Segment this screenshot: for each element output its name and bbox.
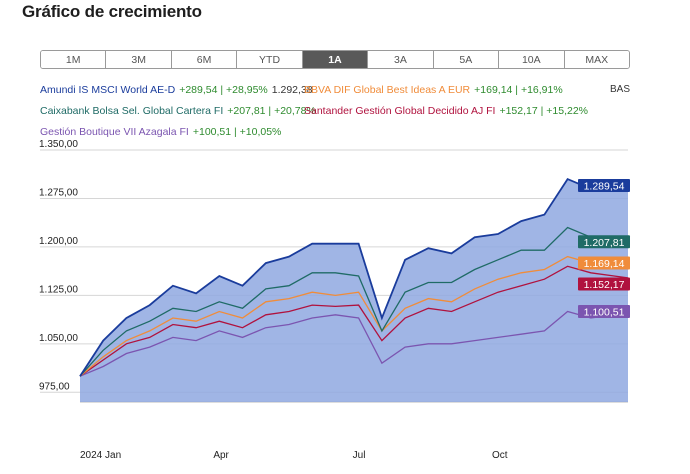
legend-item-santander[interactable]: Santander Gestión Global Decidido AJ FI +… bbox=[304, 105, 588, 117]
end-label-bg-bbva bbox=[578, 256, 630, 270]
legend-name: Santander Gestión Global Decidido AJ FI bbox=[304, 105, 496, 117]
y-tick-label: 1.125,00 bbox=[39, 284, 78, 295]
series-line-bbva bbox=[79, 255, 629, 377]
period-button-1m[interactable]: 1M bbox=[41, 51, 107, 68]
legend-item-amundi[interactable]: Amundi IS MSCI World AE-D +289,54 | +28,9… bbox=[40, 84, 313, 96]
legend-item-bbva[interactable]: BBVA DIF Global Best Ideas A EUR +169,14 … bbox=[304, 84, 563, 96]
legend-item-caixabank[interactable]: Caixabank Bolsa Sel. Global Cartera FI +2… bbox=[40, 105, 316, 117]
legend-stats: +169,14 | +16,91% bbox=[474, 84, 563, 96]
period-button-3m[interactable]: 3M bbox=[106, 51, 172, 68]
end-label-bg-amundi bbox=[578, 179, 630, 193]
legend-stats: +207,81 | +20,78% bbox=[227, 105, 316, 117]
period-selector: 1M 3M 6M YTD 1A 3A 5A 10A MAX bbox=[40, 50, 630, 69]
legend-name: BBVA DIF Global Best Ideas A EUR bbox=[304, 84, 471, 96]
period-button-5a[interactable]: 5A bbox=[433, 51, 500, 68]
x-tick-label: Jul bbox=[353, 450, 366, 461]
area-amundi bbox=[80, 179, 628, 402]
series-line-caixabank bbox=[79, 226, 629, 377]
y-tick-label: 1.200,00 bbox=[39, 236, 78, 247]
y-tick-label: 1.350,00 bbox=[39, 139, 78, 150]
end-label-caixabank: 1.207,81 bbox=[584, 237, 625, 249]
period-button-1a[interactable]: 1A bbox=[302, 51, 369, 68]
x-tick-label: 2024 Jan bbox=[80, 450, 121, 461]
chart-legend: Amundi IS MSCI World AE-D +289,54 | +28,9… bbox=[0, 0, 690, 150]
x-tick-label: Oct bbox=[492, 450, 508, 461]
period-button-3a[interactable]: 3A bbox=[368, 51, 434, 68]
end-label-bg-caixabank bbox=[578, 235, 630, 249]
legend-name: Amundi IS MSCI World AE-D bbox=[40, 84, 176, 96]
series-line-santander bbox=[79, 265, 629, 377]
legend-stats: +289,54 | +28,95% bbox=[179, 84, 268, 96]
legend-stats: +100,51 | +10,05% bbox=[192, 126, 282, 138]
period-button-6m[interactable]: 6M bbox=[171, 51, 238, 68]
period-button-max[interactable]: MAX bbox=[564, 51, 629, 68]
end-label-santander: 1.152,17 bbox=[584, 279, 625, 291]
legend-name: Gestión Boutique VII Azagala FI bbox=[40, 126, 189, 138]
series-line-boutique bbox=[79, 310, 629, 377]
legend-stats: +152,17 | +15,22% bbox=[499, 105, 589, 117]
y-tick-label: 1.050,00 bbox=[39, 333, 78, 344]
series-line-amundi bbox=[79, 177, 628, 377]
legend-value: 1.292,38 bbox=[271, 84, 313, 96]
end-label-bg-boutique bbox=[578, 305, 630, 319]
end-label-bbva: 1.169,14 bbox=[584, 258, 625, 270]
page-title: Gráfico de crecimiento bbox=[22, 2, 202, 21]
end-label-amundi: 1.289,54 bbox=[584, 181, 625, 193]
x-tick-label: Apr bbox=[213, 450, 229, 461]
legend-name: Caixabank Bolsa Sel. Global Cartera FI bbox=[40, 105, 224, 117]
y-tick-label: 975,00 bbox=[39, 381, 70, 392]
end-label-boutique: 1.100,51 bbox=[584, 307, 625, 319]
period-button-10a[interactable]: 10A bbox=[499, 51, 565, 68]
period-button-ytd[interactable]: YTD bbox=[237, 51, 303, 68]
legend-item-boutique[interactable]: Gestión Boutique VII Azagala FI +100,51 |… bbox=[40, 126, 281, 138]
y-tick-label: 1.275,00 bbox=[39, 187, 78, 198]
end-label-bg-santander bbox=[578, 277, 630, 291]
